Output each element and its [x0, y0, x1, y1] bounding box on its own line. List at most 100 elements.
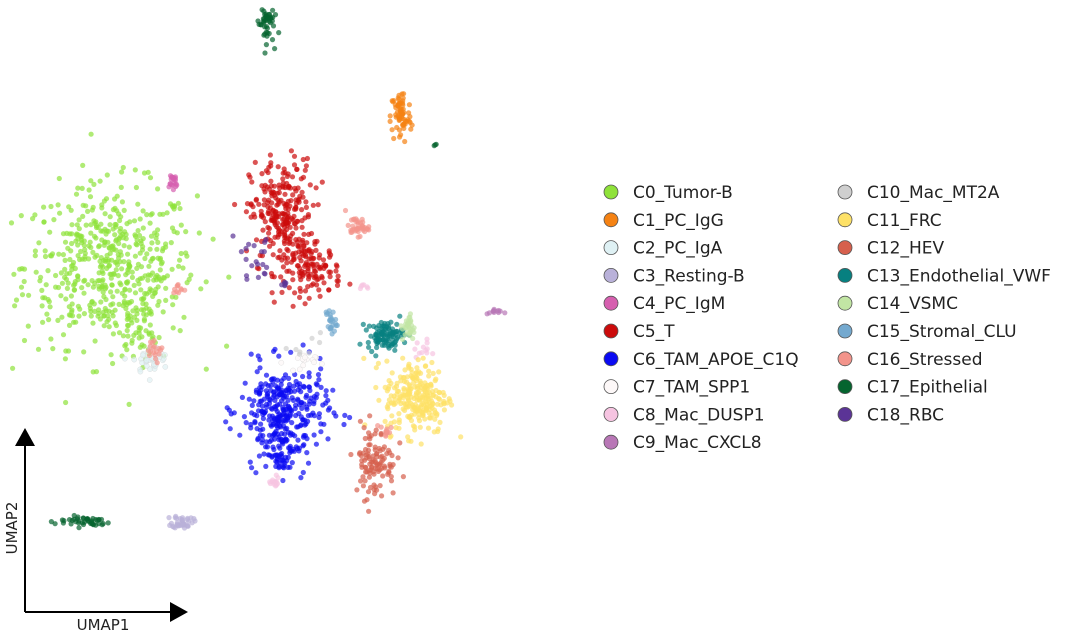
legend-item: C18_RBC — [837, 405, 944, 425]
point-C6_TAM_APOE_C1Q — [254, 426, 260, 432]
point-C6_TAM_APOE_C1Q — [300, 434, 307, 440]
point-C0_Tumor-B — [45, 296, 51, 303]
point-C0_Tumor-B — [148, 311, 154, 317]
point-C16_Stressed — [151, 350, 157, 356]
point-C1_PC_IgG — [400, 95, 406, 101]
point-C0_Tumor-B — [161, 275, 167, 281]
point-C0_Tumor-B — [138, 238, 144, 244]
point-C5_T — [267, 243, 273, 249]
point-C12_HEV — [388, 478, 395, 484]
point-C13_Endothelial_VWF — [365, 339, 371, 346]
point-C6_TAM_APOE_C1Q — [280, 464, 286, 470]
point-C5_T — [281, 211, 287, 217]
point-C0_Tumor-B — [125, 300, 131, 306]
point-C0_Tumor-B — [126, 244, 132, 250]
point-C0_Tumor-B — [67, 270, 73, 276]
point-C0_Tumor-B — [63, 276, 69, 282]
point-C0_Tumor-B — [60, 332, 67, 338]
point-C11_FRC — [412, 402, 418, 408]
point-C11_FRC — [384, 358, 390, 364]
point-C5_T — [248, 201, 254, 207]
point-C0_Tumor-B — [10, 365, 16, 371]
point-C11_FRC — [373, 384, 379, 391]
point-C6_TAM_APOE_C1Q — [260, 411, 266, 417]
point-C0_Tumor-B — [91, 181, 97, 187]
point-C0_Tumor-B — [157, 211, 163, 217]
point-C0_Tumor-B — [107, 214, 113, 220]
point-C6_TAM_APOE_C1Q — [311, 394, 317, 400]
point-C13_Endothelial_VWF — [357, 341, 363, 347]
point-C0_Tumor-B — [58, 293, 64, 299]
point-C10_Mac_MT2A — [306, 350, 312, 356]
legend-marker — [837, 379, 853, 395]
point-C11_FRC — [376, 397, 382, 403]
point-C0_Tumor-B — [135, 228, 141, 234]
point-C11_FRC — [388, 393, 394, 399]
series-C8_Mac_DUSP1 — [267, 282, 436, 489]
point-C17_Epithelial — [276, 29, 282, 36]
point-C18_RBC — [243, 256, 249, 262]
point-C12_HEV — [354, 487, 360, 493]
point-C11_FRC — [391, 419, 397, 425]
point-C1_PC_IgG — [394, 124, 400, 131]
point-C12_HEV — [360, 474, 366, 480]
point-C12_HEV — [365, 451, 371, 457]
point-C6_TAM_APOE_C1Q — [300, 469, 306, 476]
point-C17_Epithelial — [262, 18, 268, 24]
point-C11_FRC — [394, 388, 400, 394]
point-C11_FRC — [414, 365, 420, 371]
point-C5_T — [258, 208, 264, 214]
point-C0_Tumor-B — [109, 282, 115, 288]
point-C6_TAM_APOE_C1Q — [227, 426, 233, 432]
point-C0_Tumor-B — [127, 287, 133, 293]
legend-item: C14_VSMC — [837, 294, 958, 314]
legend-marker — [603, 295, 619, 311]
point-C0_Tumor-B — [79, 285, 85, 291]
point-C11_FRC — [436, 369, 442, 375]
series-C5_T — [232, 148, 353, 309]
point-C0_Tumor-B — [155, 239, 161, 245]
point-C6_TAM_APOE_C1Q — [242, 380, 248, 386]
point-C6_TAM_APOE_C1Q — [274, 377, 281, 383]
point-C5_T — [305, 265, 311, 271]
point-C5_T — [327, 274, 333, 280]
point-C5_T — [304, 240, 310, 246]
point-C0_Tumor-B — [114, 288, 120, 294]
point-C17_Epithelial — [270, 7, 276, 13]
point-C0_Tumor-B — [82, 250, 88, 256]
point-C5_T — [300, 237, 306, 243]
point-C0_Tumor-B — [32, 212, 38, 218]
point-C12_HEV — [348, 451, 354, 458]
point-C0_Tumor-B — [149, 330, 155, 336]
point-C6_TAM_APOE_C1Q — [251, 398, 257, 404]
point-C1_PC_IgG — [391, 135, 397, 142]
point-C12_HEV — [397, 440, 403, 446]
point-C0_Tumor-B — [147, 322, 153, 328]
point-C0_Tumor-B — [100, 270, 106, 276]
legend-label: C16_Stressed — [867, 350, 983, 370]
point-C0_Tumor-B — [150, 293, 156, 299]
point-C17_Epithelial — [79, 520, 85, 526]
point-C5_T — [319, 179, 325, 185]
point-C0_Tumor-B — [114, 259, 120, 265]
point-C6_TAM_APOE_C1Q — [316, 377, 322, 383]
point-C0_Tumor-B — [167, 201, 174, 207]
point-C5_T — [317, 293, 323, 299]
point-C17_Epithelial — [93, 522, 99, 528]
point-C11_FRC — [406, 398, 412, 404]
point-C2_PC_IgA — [162, 364, 169, 370]
point-C5_T — [302, 301, 308, 307]
point-C0_Tumor-B — [169, 225, 176, 231]
point-C0_Tumor-B — [68, 293, 74, 299]
point-C5_T — [284, 180, 290, 187]
point-C5_T — [273, 195, 279, 201]
point-C0_Tumor-B — [156, 276, 163, 282]
point-C7_TAM_SPP1 — [302, 354, 308, 361]
point-C5_T — [286, 285, 292, 291]
point-C0_Tumor-B — [170, 325, 176, 331]
point-C5_T — [286, 268, 292, 274]
point-C0_Tumor-B — [102, 305, 108, 312]
point-C17_Epithelial — [76, 525, 82, 531]
point-C5_T — [302, 288, 309, 294]
point-C0_Tumor-B — [125, 251, 131, 257]
